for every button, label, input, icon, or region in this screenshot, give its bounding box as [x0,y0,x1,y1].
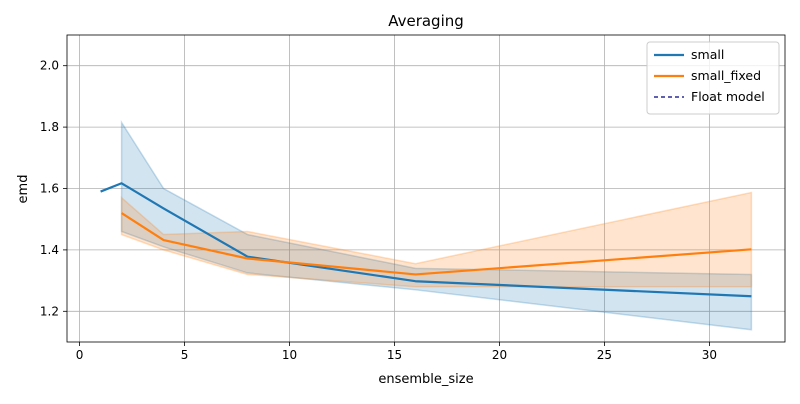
x-tick-label: 0 [76,348,84,362]
y-tick-label: 1.6 [40,182,59,196]
legend-label: small_fixed [691,68,761,83]
y-axis-ticks: 1.2 1.4 1.6 1.8 2.0 [40,59,67,318]
x-tick-label: 5 [181,348,189,362]
y-tick-label: 1.4 [40,243,59,257]
x-tick-label: 25 [597,348,612,362]
x-tick-label: 20 [492,348,507,362]
y-tick-label: 1.8 [40,120,59,134]
series-lines [100,182,752,298]
legend: small small_fixed Float model [646,41,780,115]
series-line-small-fixed [120,212,752,276]
series-band-small [120,119,753,331]
grid [67,35,785,342]
series-band-small-fixed [120,191,753,288]
x-tick-label: 30 [702,348,717,362]
y-tick-label: 1.2 [40,304,59,318]
x-axis-ticks: 0 5 10 15 20 25 30 [76,342,717,362]
x-axis-label: ensemble_size [378,372,473,387]
confidence-bands [120,119,753,331]
chart-title: Averaging [388,12,464,30]
legend-label: Float model [691,89,765,104]
series-line-small [100,182,752,298]
legend-box [646,41,780,115]
y-axis-label: emd [16,175,31,204]
x-tick-label: 15 [387,348,402,362]
y-tick-label: 2.0 [40,59,59,73]
x-tick-label: 10 [282,348,297,362]
legend-label: small [691,47,724,62]
